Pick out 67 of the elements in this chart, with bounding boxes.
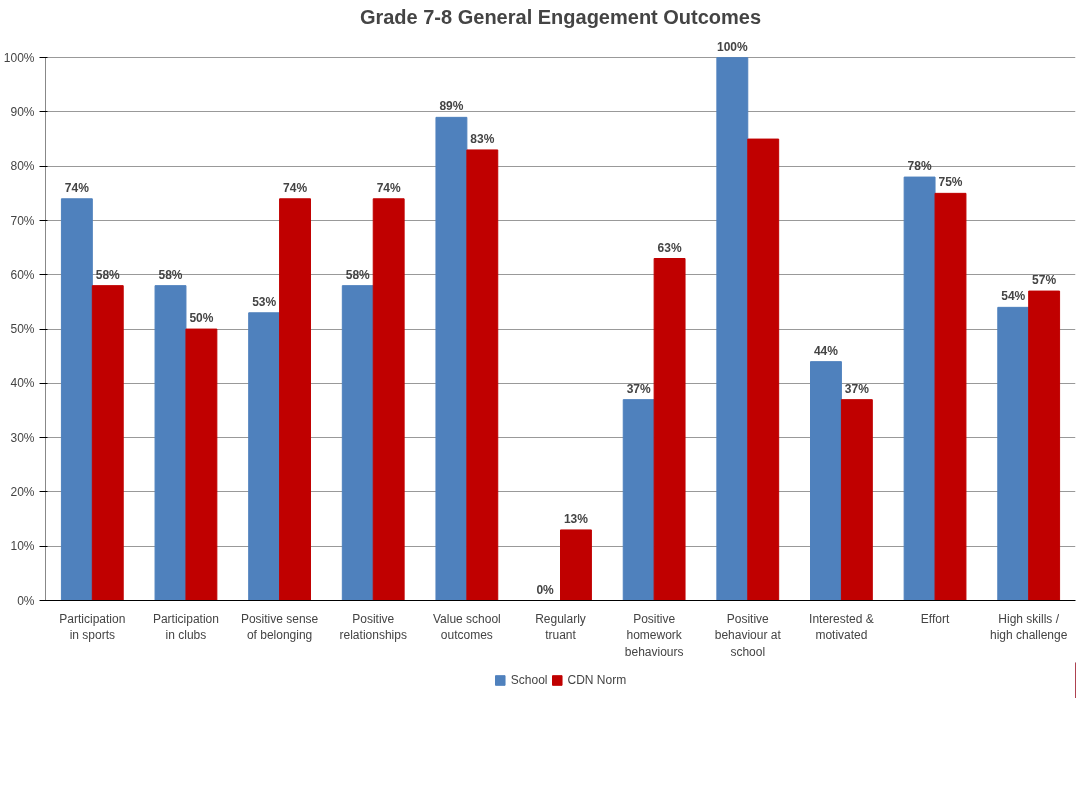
bar bbox=[341, 285, 374, 601]
data-label: 58% bbox=[345, 267, 371, 282]
bar bbox=[997, 306, 1030, 601]
bar bbox=[653, 258, 686, 601]
y-tick-label: 10% bbox=[10, 539, 35, 554]
data-label: 63% bbox=[657, 240, 682, 255]
data-label: 57% bbox=[1032, 273, 1057, 288]
bar bbox=[747, 138, 780, 601]
bar bbox=[248, 312, 281, 601]
x-tick-label: Effort bbox=[920, 611, 950, 626]
x-tick-label: Interested & motivated bbox=[809, 611, 874, 643]
data-label: 37% bbox=[844, 381, 870, 396]
x-tick-label: Value school outcomes bbox=[432, 611, 501, 643]
bar bbox=[840, 399, 873, 601]
legend-label: School bbox=[510, 673, 548, 687]
data-label: 74% bbox=[64, 180, 90, 195]
y-tick-label: 90% bbox=[10, 104, 35, 119]
y-tick-label: 70% bbox=[10, 213, 35, 228]
x-tick-label: Positive behaviour at school bbox=[714, 611, 782, 660]
data-label: 100% bbox=[716, 39, 748, 54]
data-label: 74% bbox=[376, 180, 402, 195]
data-label: 83% bbox=[470, 131, 495, 146]
bar bbox=[560, 529, 592, 601]
x-tick-label: Participation in sports bbox=[59, 611, 126, 643]
data-label: 13% bbox=[563, 511, 589, 526]
x-tick-label: Regularly truant bbox=[535, 611, 586, 643]
y-tick-label: 40% bbox=[10, 376, 35, 391]
data-label: 54% bbox=[1001, 289, 1026, 304]
bar bbox=[91, 285, 124, 601]
x-tick-label: Positive sense of belonging bbox=[240, 611, 319, 643]
x-tick-label: Positive homework behaviours bbox=[624, 611, 684, 660]
x-tick-label: Participation in clubs bbox=[152, 611, 219, 643]
y-tick-label: 30% bbox=[10, 430, 35, 445]
data-label: 58% bbox=[95, 267, 121, 282]
bar bbox=[60, 198, 93, 601]
data-label: 74% bbox=[283, 180, 308, 195]
data-label: 75% bbox=[938, 175, 963, 190]
data-label: 58% bbox=[158, 267, 183, 282]
data-label: 78% bbox=[907, 159, 932, 174]
x-tick-label: High skills / high challenge bbox=[989, 611, 1068, 643]
data-label: 53% bbox=[252, 294, 277, 309]
bar bbox=[435, 116, 468, 601]
data-label: 89% bbox=[439, 99, 464, 114]
data-label: 0% bbox=[536, 582, 555, 597]
y-tick-label: 50% bbox=[10, 322, 35, 337]
legend-label: CDN Norm bbox=[567, 673, 627, 687]
x-tick-label: Positive relationships bbox=[339, 611, 407, 643]
chart-title: Grade 7-8 General Engagement Outcomes bbox=[359, 5, 762, 28]
data-label: 44% bbox=[813, 343, 839, 358]
bar bbox=[1028, 290, 1061, 601]
y-tick-label: 20% bbox=[10, 484, 35, 499]
data-label: 37% bbox=[626, 381, 652, 396]
bar bbox=[154, 285, 187, 601]
bar bbox=[810, 361, 842, 601]
y-tick-label: 80% bbox=[10, 159, 35, 174]
bar bbox=[622, 399, 655, 601]
bar bbox=[372, 198, 405, 601]
bar bbox=[466, 149, 499, 601]
y-tick-label: 60% bbox=[10, 267, 35, 282]
data-label: 50% bbox=[189, 311, 214, 326]
bar bbox=[934, 192, 967, 601]
bar bbox=[903, 176, 936, 601]
bar bbox=[716, 57, 749, 601]
y-tick-label: 100% bbox=[3, 50, 35, 65]
bar bbox=[279, 198, 311, 601]
y-tick-label: 0% bbox=[17, 593, 35, 608]
bar bbox=[185, 328, 218, 601]
